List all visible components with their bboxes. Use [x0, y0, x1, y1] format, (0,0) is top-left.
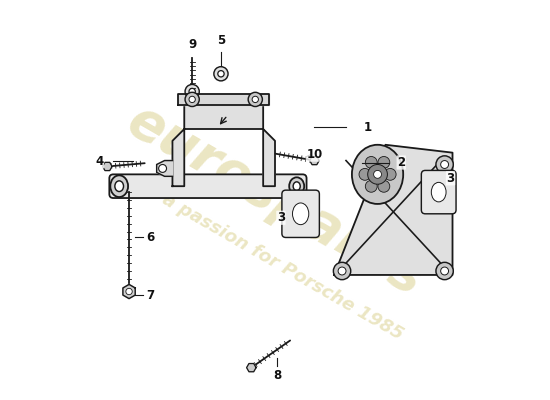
- Circle shape: [333, 262, 351, 280]
- Text: 8: 8: [273, 369, 281, 382]
- Circle shape: [441, 160, 449, 168]
- Ellipse shape: [384, 168, 396, 180]
- Polygon shape: [103, 162, 112, 170]
- Circle shape: [189, 88, 195, 95]
- Ellipse shape: [111, 175, 128, 197]
- Polygon shape: [246, 364, 256, 372]
- Circle shape: [252, 96, 258, 102]
- Ellipse shape: [359, 168, 371, 180]
- Ellipse shape: [378, 180, 390, 192]
- Circle shape: [368, 164, 387, 184]
- Circle shape: [338, 267, 346, 275]
- Circle shape: [185, 92, 199, 106]
- Polygon shape: [157, 160, 173, 176]
- Circle shape: [218, 71, 224, 77]
- Text: 5: 5: [217, 34, 225, 47]
- Circle shape: [126, 288, 132, 295]
- Circle shape: [189, 96, 195, 102]
- Polygon shape: [173, 98, 275, 186]
- Ellipse shape: [293, 182, 300, 190]
- Circle shape: [185, 84, 199, 99]
- Circle shape: [441, 267, 449, 275]
- Polygon shape: [123, 284, 135, 299]
- Text: 1: 1: [364, 120, 372, 134]
- Ellipse shape: [115, 181, 124, 192]
- Text: 3: 3: [447, 172, 455, 185]
- Ellipse shape: [365, 180, 377, 192]
- Text: a passion for Porsche 1985: a passion for Porsche 1985: [160, 190, 406, 344]
- Polygon shape: [334, 145, 453, 275]
- Text: 2: 2: [397, 156, 405, 169]
- Text: 3: 3: [277, 211, 285, 224]
- Ellipse shape: [365, 156, 377, 168]
- Circle shape: [436, 262, 453, 280]
- Circle shape: [158, 164, 167, 172]
- Text: 6: 6: [147, 231, 155, 244]
- Polygon shape: [178, 94, 269, 105]
- Ellipse shape: [352, 145, 403, 204]
- Ellipse shape: [431, 182, 446, 202]
- Circle shape: [436, 156, 453, 173]
- Text: eurospares: eurospares: [118, 94, 432, 306]
- FancyBboxPatch shape: [421, 170, 456, 214]
- FancyBboxPatch shape: [109, 174, 306, 198]
- Polygon shape: [310, 156, 319, 165]
- Circle shape: [214, 67, 228, 81]
- Text: 7: 7: [147, 289, 155, 302]
- Text: 4: 4: [95, 155, 103, 168]
- Circle shape: [248, 92, 262, 106]
- Circle shape: [373, 170, 382, 178]
- Text: 10: 10: [306, 148, 322, 161]
- Ellipse shape: [378, 156, 390, 168]
- FancyBboxPatch shape: [282, 190, 320, 238]
- Text: 9: 9: [188, 38, 196, 51]
- Ellipse shape: [293, 203, 309, 225]
- Ellipse shape: [289, 177, 304, 195]
